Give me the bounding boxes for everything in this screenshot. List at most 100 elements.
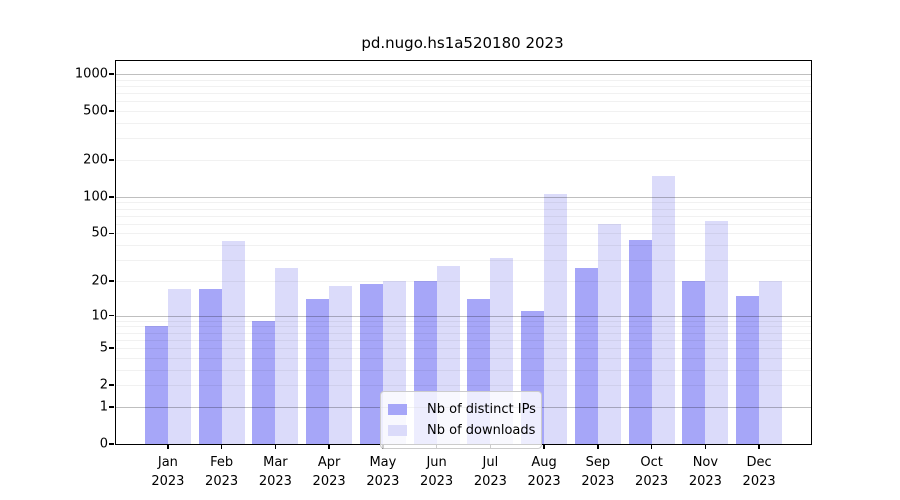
y-tick-label-1: 1 (99, 399, 108, 415)
legend-row-downloads: Nb of downloads (388, 420, 535, 441)
bar-downloads-feb (221, 241, 245, 444)
y-tick-mark-20 (109, 280, 115, 282)
y-tick-label-2: 2 (99, 377, 108, 393)
grid-layer (116, 61, 811, 444)
y-tick-label-10: 10 (91, 308, 108, 324)
gridline-minor-5 (116, 348, 811, 349)
gridline-minor-3 (116, 369, 811, 371)
bar-downloads-dec (759, 280, 783, 444)
y-tick-label-500: 500 (83, 103, 108, 119)
y-tick-mark-2 (109, 384, 115, 386)
tick-layer: 0 1 2 5 10 20 50 100 200 500 1000 Jan 2023 Feb 2023 Mar… (75, 61, 811, 490)
x-tick-label-nov: Nov 2023 (688, 455, 722, 489)
bar-downloads-jan (167, 289, 191, 444)
legend-swatch-downloads (388, 425, 407, 436)
gridline-minor-60 (116, 223, 811, 225)
x-tick-mark-jan (167, 444, 169, 449)
y-tick-mark-50 (109, 232, 115, 235)
gridline-major-1000 (116, 74, 811, 76)
y-tick-label-1000: 1000 (74, 66, 108, 82)
bar-distinct-ips-nov (682, 280, 706, 444)
bar-distinct-ips-jan (144, 326, 168, 444)
gridline-minor-90 (116, 202, 811, 204)
gridline-minor-400 (116, 123, 811, 124)
x-tick-label-apr: Apr 2023 (312, 455, 346, 489)
gridline-minor-7 (116, 332, 811, 334)
x-tick-label-mar: Mar 2023 (258, 455, 292, 489)
gridline-minor-600 (116, 101, 811, 103)
gridline-minor-70 (116, 215, 811, 217)
y-tick-mark-10 (109, 314, 115, 317)
x-tick-mark-apr (328, 444, 330, 449)
y-tick-mark-0 (109, 443, 115, 445)
bar-distinct-ips-oct (628, 240, 652, 444)
gridline-major-100 (116, 196, 811, 198)
x-tick-mark-aug (543, 444, 545, 449)
x-tick-label-jul: Jul 2023 (473, 455, 507, 489)
y-tick-mark-200 (109, 159, 115, 161)
bar-distinct-ips-sep (574, 267, 598, 444)
gridline-minor-30 (116, 260, 811, 262)
bar-downloads-oct (651, 176, 675, 444)
x-tick-label-feb: Feb 2023 (205, 455, 239, 489)
bar-downloads-nov (705, 221, 729, 444)
y-tick-mark-1000 (109, 73, 115, 75)
gridline-minor-20 (116, 280, 811, 282)
gridline-major-10 (116, 315, 811, 317)
chart-title: pd.nugo.hs1a520180 2023 (361, 34, 564, 52)
y-tick-label-5: 5 (99, 340, 108, 356)
bar-downloads-apr (329, 286, 353, 444)
x-tick-label-oct: Oct 2023 (635, 455, 669, 489)
y-tick-label-100: 100 (83, 189, 108, 205)
gridline-minor-9 (116, 320, 811, 322)
bar-downloads-aug (544, 194, 568, 444)
gridline-minor-500 (116, 111, 811, 113)
gridline-minor-4 (116, 357, 811, 359)
y-tick-mark-5 (109, 347, 115, 349)
y-tick-label-200: 200 (83, 152, 108, 168)
x-tick-label-sep: Sep 2023 (581, 455, 615, 489)
bar-distinct-ips-apr (306, 299, 330, 444)
gridline-minor-700 (116, 93, 811, 95)
x-tick-mark-nov (704, 444, 707, 449)
gridline-minor-900 (116, 79, 811, 81)
bar-downloads-sep (597, 223, 621, 444)
y-tick-mark-1 (109, 406, 115, 408)
x-tick-label-aug: Aug 2023 (527, 455, 561, 489)
bar-distinct-ips-dec (736, 295, 760, 444)
bar-distinct-ips-mar (252, 320, 276, 444)
x-tick-label-jun: Jun 2023 (420, 455, 454, 489)
y-tick-mark-100 (109, 196, 115, 198)
legend-row-distinct-ips: Nb of distinct IPs (388, 399, 536, 420)
bar-distinct-ips-feb (198, 289, 222, 444)
x-tick-mark-oct (650, 444, 653, 449)
plot-area: 0 1 2 5 10 20 50 100 200 500 1000 Jan 2023 Feb 2023 Mar… (75, 60, 812, 490)
gridline-minor-6 (116, 339, 811, 341)
gridline-minor-200 (116, 160, 811, 161)
gridline-minor-2 (116, 385, 811, 387)
x-tick-mark-feb (220, 444, 223, 449)
y-tick-mark-500 (109, 110, 115, 112)
x-tick-label-dec: Dec 2023 (742, 455, 776, 489)
x-tick-label-jan: Jan 2023 (151, 455, 185, 489)
legend-label-distinct-ips: Nb of distinct IPs (427, 402, 536, 417)
y-tick-label-50: 50 (91, 225, 108, 241)
legend: Nb of distinct IPs Nb of downloads (380, 391, 542, 449)
gridline-minor-300 (116, 138, 811, 140)
legend-swatch-distinct-ips (388, 404, 407, 415)
gridline-minor-8 (116, 326, 811, 328)
legend-label-downloads: Nb of downloads (427, 423, 536, 438)
y-tick-label-20: 20 (91, 273, 108, 289)
gridline-minor-40 (116, 245, 811, 247)
x-tick-mark-dec (758, 444, 760, 449)
x-tick-label-may: May 2023 (366, 455, 400, 489)
x-tick-mark-mar (274, 444, 277, 449)
bars-layer (116, 61, 811, 444)
bar-downloads-mar (275, 267, 299, 444)
gridline-minor-800 (116, 85, 811, 87)
gridline-minor-50 (116, 233, 811, 235)
y-tick-label-0: 0 (99, 436, 108, 452)
gridline-minor-80 (116, 208, 811, 210)
x-tick-mark-sep (597, 444, 599, 449)
